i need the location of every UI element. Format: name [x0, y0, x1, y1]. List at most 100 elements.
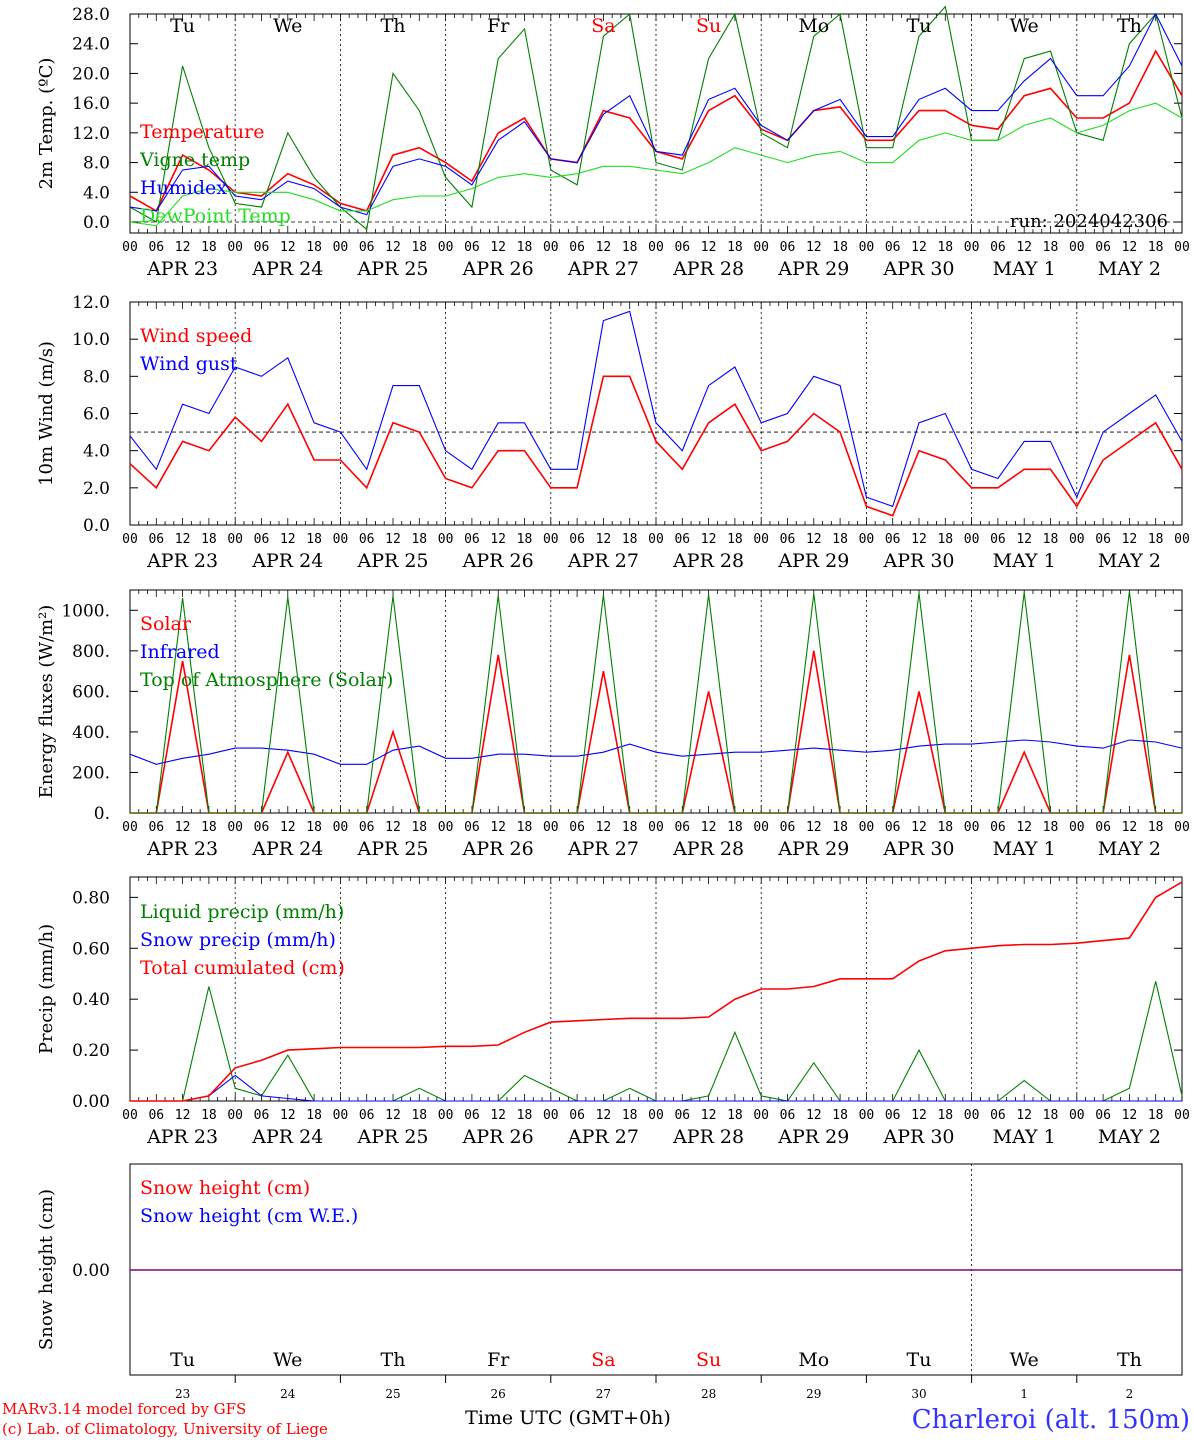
date-label: MAY 1 [993, 258, 1056, 280]
hour-tick-label: 00 [227, 532, 243, 547]
hour-tick-label: 12 [911, 240, 927, 255]
hour-tick-label: 18 [1148, 1108, 1164, 1123]
legend-entry: Snow precip (mm/h) [140, 929, 336, 951]
hour-tick-label: 06 [569, 240, 585, 255]
date-label: APR 27 [567, 1126, 639, 1148]
hour-tick-label: 18 [832, 820, 848, 835]
day-number: 2 [1126, 1387, 1134, 1401]
date-label: APR 24 [251, 550, 323, 572]
hour-tick-label: 00 [122, 532, 138, 547]
hour-tick-label: 12 [1122, 1108, 1138, 1123]
day-name: We [273, 1349, 302, 1371]
hour-tick-label: 12 [701, 532, 717, 547]
hour-tick-label: 06 [148, 532, 164, 547]
y-tick-label: 2.0 [83, 479, 110, 499]
hour-tick-label: 00 [1069, 1108, 1085, 1123]
hour-tick-label: 12 [1016, 820, 1032, 835]
day-number: 25 [385, 1387, 400, 1401]
hour-tick-label: 06 [885, 240, 901, 255]
date-label: MAY 1 [993, 838, 1056, 860]
legend-entry: Infrared [140, 641, 220, 663]
y-tick-label: 12.0 [72, 124, 110, 144]
hour-tick-label: 00 [964, 532, 980, 547]
y-tick-label: 6.0 [83, 405, 110, 425]
hour-tick-label: 06 [990, 1108, 1006, 1123]
y-tick-label: 0.0 [83, 213, 110, 233]
hour-tick-label: 18 [727, 532, 743, 547]
hour-tick-label: 06 [885, 532, 901, 547]
date-label: APR 28 [672, 1126, 744, 1148]
date-label: MAY 2 [1098, 838, 1161, 860]
panel-precip: 0.00 0.20 0.40 0.60 0.80 Precip (mm/h) Liquid … [36, 876, 1190, 1148]
day-name: Tu [907, 1349, 932, 1371]
hour-tick-label: 06 [464, 240, 480, 255]
hour-tick-label: 06 [464, 1108, 480, 1123]
hour-tick-label: 00 [122, 1108, 138, 1123]
date-label: APR 29 [777, 838, 849, 860]
legend-entry: Wind speed [140, 325, 252, 347]
hour-tick-label: 00 [543, 240, 559, 255]
hour-tick-label: 12 [596, 532, 612, 547]
hour-tick-label: 06 [674, 820, 690, 835]
date-label: APR 28 [672, 550, 744, 572]
hour-tick-label: 00 [333, 1108, 349, 1123]
day-name: Tu [907, 15, 932, 37]
day-name: Th [381, 15, 406, 37]
hour-tick-label: 00 [753, 820, 769, 835]
hour-tick-label: 12 [490, 240, 506, 255]
series-line-snow-precip-mm-h- [130, 1074, 1182, 1102]
hour-tick-label: 06 [1095, 1108, 1111, 1123]
day-name: Tu [170, 1349, 195, 1371]
copyright: (c) Lab. of Climatology, University of L… [2, 1420, 328, 1438]
date-label: APR 24 [251, 1126, 323, 1148]
hour-tick-label: 00 [753, 240, 769, 255]
day-number: 28 [701, 1387, 716, 1401]
hour-tick-label: 00 [227, 820, 243, 835]
hour-tick-label: 12 [175, 532, 191, 547]
hour-tick-label: 18 [411, 1108, 427, 1123]
day-name: Th [1117, 1349, 1142, 1371]
hour-tick-label: 12 [596, 820, 612, 835]
hour-tick-label: 06 [674, 532, 690, 547]
hour-tick-label: 06 [569, 820, 585, 835]
legend-entry: DewPoint Temp [140, 205, 291, 227]
time-axis-label: Time UTC (GMT+0h) [465, 1407, 671, 1429]
hour-tick-label: 00 [438, 240, 454, 255]
hour-tick-label: 12 [806, 820, 822, 835]
hour-tick-label: 00 [543, 1108, 559, 1123]
hour-tick-label: 12 [490, 532, 506, 547]
y-tick-label: 1000. [61, 601, 110, 621]
hour-tick-label: 18 [517, 240, 533, 255]
y-tick-label: 0.0 [83, 516, 110, 536]
hour-tick-label: 00 [227, 240, 243, 255]
hour-tick-label: 06 [254, 532, 270, 547]
hour-tick-label: 06 [780, 240, 796, 255]
hour-tick-label: 18 [622, 240, 638, 255]
day-name: Fr [487, 15, 510, 37]
hour-tick-label: 00 [333, 240, 349, 255]
hour-tick-label: 12 [1122, 240, 1138, 255]
hour-tick-label: 00 [543, 532, 559, 547]
hour-tick-label: 18 [306, 820, 322, 835]
model-credit: MARv3.14 model forced by GFS [2, 1400, 246, 1418]
hour-tick-label: 06 [569, 1108, 585, 1123]
panel-temperature: 0.0 4.0 8.0 12.0 16.0 20.0 24.0 28.0 2m Temp. (º… [36, 5, 1190, 280]
date-label: APR 29 [777, 1126, 849, 1148]
series-line-top-of-atmosphere-solar- [130, 591, 1182, 814]
hour-tick-label: 00 [1174, 820, 1190, 835]
panel-energy: 0. 200. 400. 600. 800. 1000.Energy fluxes (W/… [36, 589, 1190, 860]
hour-tick-label: 12 [911, 1108, 927, 1123]
date-label: MAY 2 [1098, 1126, 1161, 1148]
hour-tick-label: 06 [885, 1108, 901, 1123]
day-name: Th [381, 1349, 406, 1371]
legend-entry: Liquid precip (mm/h) [140, 901, 344, 923]
hour-tick-label: 00 [333, 820, 349, 835]
hour-tick-label: 18 [937, 532, 953, 547]
hour-tick-label: 00 [1069, 240, 1085, 255]
hour-tick-label: 12 [1016, 240, 1032, 255]
hour-tick-label: 00 [1174, 1108, 1190, 1123]
hour-tick-label: 12 [175, 240, 191, 255]
series-line-total-cumulated-cm- [130, 881, 1183, 1102]
y-tick-label: 0. [94, 804, 110, 824]
day-number: 30 [911, 1387, 926, 1401]
